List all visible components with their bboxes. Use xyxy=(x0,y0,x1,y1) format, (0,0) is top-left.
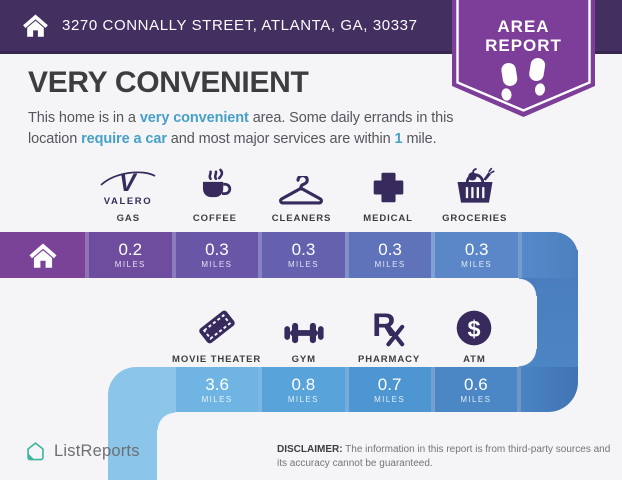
badge-line1: AREA xyxy=(497,17,549,36)
distance-value: 3.6 xyxy=(205,374,229,394)
valero-v: V xyxy=(119,169,138,197)
route-inner-corner xyxy=(157,412,175,430)
distance-unit: MILES xyxy=(287,260,319,269)
home-icon xyxy=(29,242,56,268)
summary-highlight: 1 xyxy=(394,131,403,148)
coffee-cup-icon xyxy=(202,168,232,198)
distance-cell: 0.3 MILES xyxy=(344,232,432,278)
distance-unit: MILES xyxy=(287,394,319,404)
amenity-groceries: GROCERIES xyxy=(431,160,518,224)
amenity-label: PHARMACY xyxy=(358,354,421,365)
distance-cell: 0.7 MILES xyxy=(344,367,431,412)
distance-cell: 0.2 MILES xyxy=(85,232,172,278)
distance-unit: MILES xyxy=(114,260,146,269)
valero-wordmark: VALERO xyxy=(104,196,152,206)
summary-seg: mile. xyxy=(402,131,437,148)
rx-icon: R xyxy=(372,308,405,347)
amenity-label: ATM xyxy=(463,354,486,365)
amenity-label: COFFEE xyxy=(192,213,237,224)
distance-cell: 3.6 MILES xyxy=(172,367,259,412)
clothes-hanger-icon xyxy=(279,176,324,205)
distance-unit: MILES xyxy=(201,260,233,269)
distance-cell: 0.6 MILES xyxy=(430,367,517,412)
route-segment xyxy=(517,232,578,278)
listreports-house-icon xyxy=(27,442,44,461)
home-marker-cell xyxy=(0,232,85,278)
route-segment xyxy=(108,367,172,412)
summary-text: This home is in a very convenient area. … xyxy=(28,108,458,150)
amenity-label: MEDICAL xyxy=(363,213,413,224)
distance-cell: 0.8 MILES xyxy=(258,367,345,412)
route-inner-corner xyxy=(519,278,537,296)
distance-unit: MILES xyxy=(461,260,493,269)
disclaimer: DISCLAIMER: The information in this repo… xyxy=(277,443,617,471)
summary-highlight: require a car xyxy=(81,131,167,148)
amenity-row-2: MOVIE THEATER GYM R PHARMACY xyxy=(172,301,517,365)
dumbbell-icon xyxy=(284,322,324,344)
distance-unit: MILES xyxy=(374,260,406,269)
amenity-pharmacy: R PHARMACY xyxy=(346,301,431,365)
distance-bar-1: 0.2 MILES 0.3 MILES 0.3 MILES 0.3 MILES … xyxy=(0,232,578,278)
amenity-label: GYM xyxy=(291,354,316,365)
dollar-glyph: $ xyxy=(468,316,481,342)
badge-line2: REPORT xyxy=(485,36,562,55)
movie-ticket-icon xyxy=(198,310,235,344)
amenity-movie-theater: MOVIE THEATER xyxy=(172,301,261,365)
summary-seg: This home is in a xyxy=(28,110,140,126)
distance-value: 0.2 xyxy=(118,240,143,259)
amenity-cleaners: CLEANERS xyxy=(258,160,345,224)
amenity-atm: $ ATM xyxy=(432,301,517,365)
amenity-coffee: COFFEE xyxy=(172,160,259,224)
disclaimer-label: DISCLAIMER: xyxy=(277,444,343,455)
distance-value: 0.3 xyxy=(464,240,489,259)
distance-bar-2: 3.6 MILES 0.8 MILES 0.7 MILES 0.6 MILES xyxy=(108,367,578,412)
area-report-badge: AREA REPORT xyxy=(452,0,595,117)
valero-gas-logo: V VALERO xyxy=(100,169,156,206)
distance-value: 0.3 xyxy=(205,240,229,259)
distance-cell: 0.3 MILES xyxy=(258,232,345,278)
page-title: VERY CONVENIENT xyxy=(28,66,309,99)
amenity-label: GAS xyxy=(116,213,140,224)
home-icon xyxy=(23,14,48,37)
grocery-basket-icon xyxy=(457,167,495,203)
amenity-label: MOVIE THEATER xyxy=(172,354,262,365)
medical-cross-icon xyxy=(373,172,403,203)
rx-letter: R xyxy=(372,308,395,343)
distance-value: 0.6 xyxy=(464,374,488,394)
listreports-logo: ListReports xyxy=(25,441,140,462)
property-address: 3270 CONNALLY STREET, ATLANTA, GA, 30337 xyxy=(62,17,418,34)
amenity-gas: V VALERO GAS xyxy=(85,160,172,224)
distance-value: 0.3 xyxy=(291,240,316,259)
dollar-coin-icon: $ xyxy=(457,310,492,346)
summary-seg: and most major services are within xyxy=(166,131,395,148)
distance-value: 0.3 xyxy=(378,240,402,259)
distance-cell: 0.3 MILES xyxy=(431,232,518,278)
distance-unit: MILES xyxy=(460,394,492,404)
footprints-icon xyxy=(501,58,546,101)
summary-highlight: very convenient xyxy=(139,110,249,126)
distance-value: 0.7 xyxy=(377,374,402,394)
route-segment xyxy=(517,367,578,412)
route-inner-corner xyxy=(519,349,537,367)
distance-unit: MILES xyxy=(201,394,233,404)
amenity-row-1: V VALERO GAS COFFEE xyxy=(85,160,518,224)
amenity-label: GROCERIES xyxy=(442,213,508,224)
listreports-wordmark: ListReports xyxy=(54,442,140,460)
distance-unit: MILES xyxy=(374,394,406,404)
amenity-gym: GYM xyxy=(261,301,346,365)
summary-seg: area. Some daily errands in this locatio… xyxy=(28,110,454,148)
amenity-label: CLEANERS xyxy=(271,213,332,224)
amenity-medical: MEDICAL xyxy=(345,160,432,224)
disclaimer-text: The information in this report is from t… xyxy=(277,444,611,470)
distance-value: 0.8 xyxy=(291,374,316,394)
distance-cell: 0.3 MILES xyxy=(171,232,259,278)
